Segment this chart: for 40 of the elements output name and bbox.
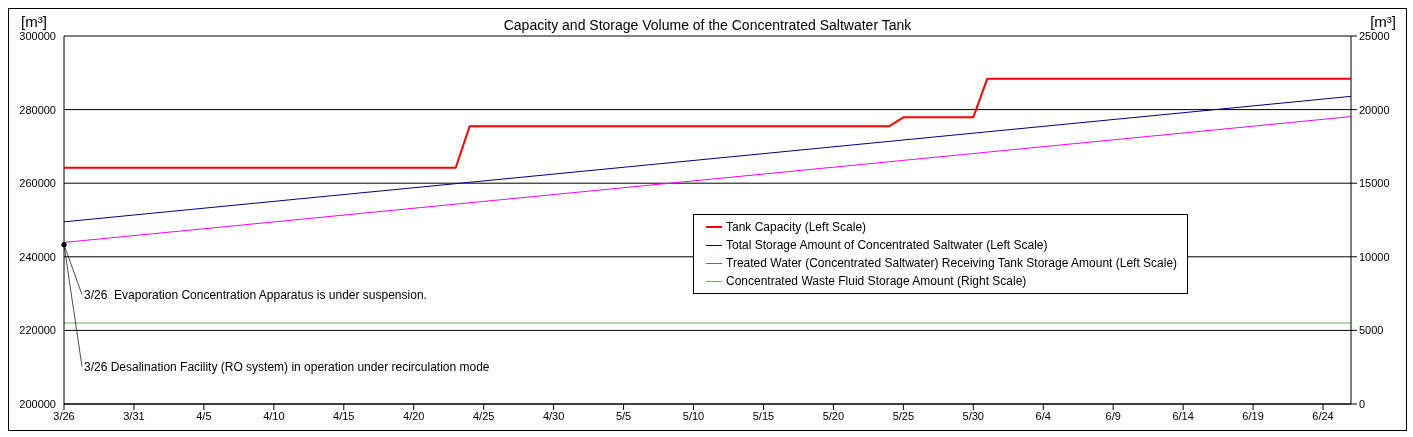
x-tick-label: 6/4 bbox=[1035, 409, 1051, 422]
x-tick-label: 3/31 bbox=[123, 409, 145, 422]
annotation: 3/26 Desalination Facility (RO system) in operation under recirculation mode bbox=[84, 359, 490, 374]
x-tick-label: 6/14 bbox=[1172, 409, 1194, 422]
y2-tick-label: 25000 bbox=[1359, 29, 1390, 42]
x-tick-label: 4/15 bbox=[333, 409, 355, 422]
y2-tick-label: 5000 bbox=[1359, 324, 1384, 337]
y-tick-label: 300000 bbox=[19, 29, 56, 42]
x-tick-label: 6/19 bbox=[1242, 409, 1264, 422]
y-tick-label: 260000 bbox=[19, 177, 56, 190]
chart-title: Capacity and Storage Volume of the Concentrated Saltwater Tank bbox=[503, 17, 912, 33]
y-tick-label: 200000 bbox=[19, 397, 56, 410]
y2-tick-label: 20000 bbox=[1359, 103, 1390, 116]
y-tick-label: 240000 bbox=[19, 250, 56, 263]
legend-label: Total Storage Amount of Concentrated Saltwater (Left Scale) bbox=[726, 237, 1048, 254]
x-tick-label: 4/20 bbox=[403, 409, 425, 422]
x-tick-label: 5/30 bbox=[962, 409, 984, 422]
x-tick-label: 4/5 bbox=[196, 409, 212, 422]
x-tick-label: 3/26 bbox=[53, 409, 75, 422]
y-tick-label: 280000 bbox=[19, 103, 56, 116]
x-tick-label: 6/9 bbox=[1105, 409, 1121, 422]
legend-label: Tank Capacity (Left Scale) bbox=[726, 219, 867, 236]
x-tick-label: 5/5 bbox=[615, 409, 632, 422]
annotation: 3/26 Evaporation Concentration Apparatus is under suspension. bbox=[84, 287, 427, 302]
y2-tick-label: 10000 bbox=[1359, 250, 1390, 263]
y2-tick-label: 15000 bbox=[1359, 177, 1390, 190]
x-tick-label: 5/20 bbox=[822, 409, 845, 422]
x-tick-label: 6/24 bbox=[1312, 409, 1334, 422]
y2-axis-title: [m³] bbox=[1370, 13, 1396, 30]
y-tick-label: 220000 bbox=[19, 324, 56, 337]
x-tick-label: 5/25 bbox=[892, 409, 915, 422]
x-tick-label: 5/10 bbox=[682, 409, 705, 422]
x-tick-label: 4/30 bbox=[542, 409, 565, 422]
y2-tick-label: 0 bbox=[1359, 397, 1366, 410]
x-tick-label: 4/25 bbox=[472, 409, 495, 422]
y-axis-title: [m³] bbox=[21, 13, 47, 30]
legend-label: Treated Water (Concentrated Saltwater) Receiving Tank Storage Amount (Left Scale) bbox=[726, 255, 1178, 272]
legend-label: Concentrated Waste Fluid Storage Amount (Right Scale) bbox=[726, 273, 1027, 290]
x-tick-label: 5/15 bbox=[752, 409, 775, 422]
x-tick-label: 4/10 bbox=[263, 409, 285, 422]
